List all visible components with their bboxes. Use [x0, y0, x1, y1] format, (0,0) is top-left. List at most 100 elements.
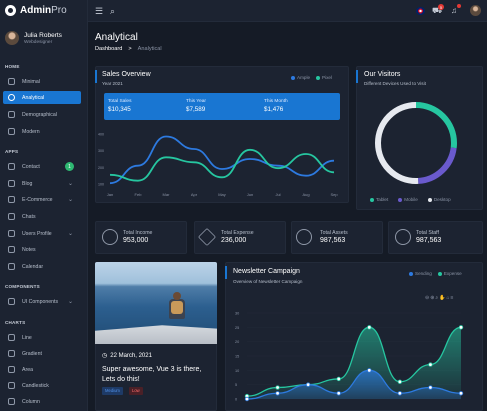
tag-low[interactable]: Low: [129, 387, 143, 395]
bell-icon[interactable]: ♫: [451, 6, 457, 15]
sidebar-item-minimal[interactable]: Minimal: [3, 75, 81, 88]
calendar-icon: [8, 263, 15, 270]
sidebar-item-contact[interactable]: Contact 1: [3, 160, 81, 173]
newsletter-subtitle: Overview of Newsletter Campaign: [233, 279, 303, 284]
blog-post-image[interactable]: [95, 262, 217, 344]
sales-title: Sales Overview: [102, 71, 151, 78]
y-tick-label: 100: [98, 183, 104, 187]
newsletter-area-chart: 0 5 10 15 20 25 30: [235, 312, 464, 402]
breadcrumb: Dashboard > Analytical: [95, 46, 162, 52]
post-title[interactable]: Super awesome, Vue 3 is there, Lets do t…: [102, 366, 202, 383]
search-icon[interactable]: ⌕: [110, 6, 116, 16]
zoom-in-icon[interactable]: ⊕: [430, 295, 436, 301]
kpi-value: 953,000: [123, 237, 149, 244]
x-tick-label: May: [218, 192, 226, 197]
app-logo[interactable]: AdminPro: [5, 5, 67, 16]
series-line-pixel: [109, 148, 335, 182]
ecommerce-icon: [8, 196, 15, 203]
visitors-title: Our Visitors: [364, 71, 401, 78]
tag-medium[interactable]: Medium: [102, 387, 123, 395]
data-point: [275, 391, 280, 396]
newsletter-accent-bar: [225, 266, 227, 279]
ui-components-icon: [8, 298, 15, 305]
chevron-down-icon: ⌄: [67, 197, 73, 203]
language-flag-icon[interactable]: [416, 7, 425, 15]
cart-icon[interactable]: ⛟: [432, 6, 443, 15]
chats-icon: [8, 213, 15, 220]
sidebar-item-analytical[interactable]: Analytical: [3, 91, 81, 104]
sidebar-item-line[interactable]: Line: [3, 331, 81, 344]
menu-icon[interactable]: ≡: [450, 295, 455, 301]
wallet-icon: [102, 229, 118, 245]
sidebar-item-area[interactable]: Area: [3, 363, 81, 376]
sidebar-item-demographical[interactable]: Demographical: [3, 108, 81, 121]
sidebar-item-ui-components[interactable]: UI Components ⌄: [3, 295, 81, 308]
pan-icon[interactable]: ✋: [439, 295, 447, 301]
line-chart-icon: [8, 334, 15, 341]
y-tick-label: 300: [98, 149, 104, 153]
candlestick-icon: [8, 382, 15, 389]
menu-icon[interactable]: ☰: [95, 6, 104, 16]
column-chart-icon: [8, 398, 15, 405]
section-home: HOME: [5, 64, 20, 69]
data-point: [367, 325, 372, 330]
zoom-select-icon[interactable]: ⌕: [435, 295, 440, 301]
notification-dot: [457, 4, 461, 8]
topbar-avatar[interactable]: [470, 5, 481, 16]
sales-stat-strip: Total Sales $10,345 This Year $7,589 This …: [104, 93, 340, 120]
y-tick-label: 15: [235, 355, 239, 359]
sales-subtitle: Year 2021: [102, 81, 123, 86]
globe-icon: [296, 229, 312, 245]
brand-main: Admin: [20, 5, 52, 16]
newsletter-title: Newsletter Campaign: [233, 268, 300, 275]
blog-icon: [8, 180, 15, 187]
visitors-legend: Tablet Mobile Desktop: [370, 197, 451, 202]
kpi-value: 987,563: [416, 237, 442, 244]
chevron-down-icon: ⌄: [67, 181, 73, 187]
modern-icon: [8, 128, 15, 135]
stat-total-sales: Total Sales $10,345: [108, 99, 132, 113]
y-tick-label: 0: [235, 398, 237, 402]
breadcrumb-current: Analytical: [137, 46, 162, 52]
sidebar-item-ecommerce[interactable]: E-Commerce ⌄: [3, 193, 81, 206]
sidebar-item-candlestick[interactable]: Candlestick: [3, 379, 81, 392]
sidebar-item-notes[interactable]: Notes: [3, 243, 81, 256]
sidebar-item-modern[interactable]: Modern: [3, 125, 81, 138]
x-tick-label: Aug: [302, 192, 309, 197]
legend-sending: Sending: [409, 271, 432, 276]
y-tick-label: 5: [235, 383, 237, 387]
newsletter-legend: Sending Expense: [409, 271, 462, 276]
series-line-expense: [246, 326, 462, 397]
data-point: [336, 391, 341, 396]
data-point: [336, 376, 341, 382]
sidebar-item-chats[interactable]: Chats: [3, 210, 81, 223]
breadcrumb-root[interactable]: Dashboard: [95, 46, 123, 52]
sidebar-item-users-profile[interactable]: Users Profile ⌄: [3, 227, 81, 240]
legend-tablet: Tablet: [370, 197, 388, 202]
breadcrumb-separator: >: [128, 46, 132, 52]
clock-icon: ◷: [102, 353, 108, 359]
x-tick-label: Jul: [275, 192, 280, 197]
avatar[interactable]: [5, 31, 19, 45]
legend-expense: Expense: [437, 271, 462, 276]
user-profile[interactable]: Julia Roberts Webdesigner: [5, 31, 62, 45]
x-tick-label: Jan: [107, 192, 113, 197]
chevron-down-icon: ⌄: [67, 231, 73, 237]
sales-line-chart: 100 200 300 400 Jan Feb Mar Apr May Jun Jul Aug Sep: [98, 133, 338, 198]
data-point: [428, 385, 433, 390]
reset-home-icon[interactable]: ⌂: [446, 295, 451, 301]
zoom-out-icon[interactable]: ⊖: [425, 295, 431, 301]
y-tick-label: 400: [98, 133, 104, 137]
data-point: [244, 396, 250, 402]
y-tick-label: 200: [98, 166, 104, 170]
page-title: Analytical: [95, 32, 138, 43]
data-point: [305, 382, 311, 387]
kpi-value: 236,000: [221, 237, 247, 244]
post-date: ◷ 22 March, 2021: [102, 352, 152, 360]
sidebar-item-column[interactable]: Column: [3, 395, 81, 408]
sidebar-item-gradient[interactable]: Gradient: [3, 347, 81, 360]
x-tick-label: Apr: [191, 192, 198, 197]
sidebar-item-calendar[interactable]: Calendar: [3, 260, 81, 273]
sidebar-item-blog[interactable]: Blog ⌄: [3, 177, 81, 190]
y-tick-label: 25: [235, 326, 239, 330]
